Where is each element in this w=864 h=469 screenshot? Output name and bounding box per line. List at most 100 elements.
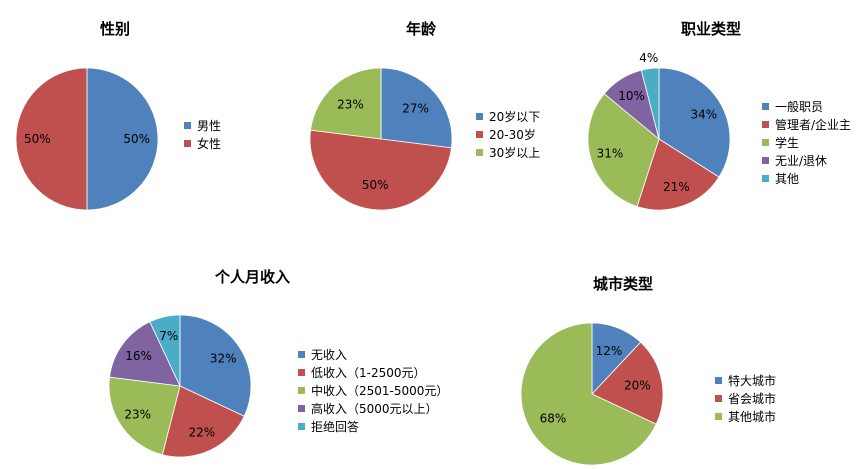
chart-title: 年龄	[406, 20, 437, 38]
legend-swatch	[476, 130, 483, 138]
legend-label: 中收入（2501-5000元）	[311, 383, 449, 398]
pie-data-label: 27%	[402, 102, 429, 116]
chart-title: 职业类型	[681, 20, 742, 38]
pie-data-label: 31%	[597, 146, 624, 160]
legend-label: 特大城市	[728, 373, 777, 388]
pie-data-label: 68%	[540, 412, 567, 426]
pie-data-label: 34%	[690, 107, 717, 121]
legend-swatch	[184, 121, 191, 129]
pie-data-label: 4%	[639, 51, 658, 65]
legend-swatch	[762, 174, 769, 182]
legend-label: 一般职员	[775, 99, 824, 114]
legend-item: 无收入	[298, 345, 448, 363]
pie-slice	[587, 93, 660, 208]
pie-data-label: 20%	[624, 378, 651, 392]
legend-swatch	[298, 422, 305, 430]
legend-swatch	[298, 368, 305, 376]
legend-gender: 男性 女性	[184, 116, 221, 152]
legend-item: 一般职员	[762, 97, 851, 115]
pie-data-label: 7%	[159, 329, 178, 343]
legend-swatch	[476, 112, 483, 120]
legend-label: 男性	[197, 118, 222, 133]
legend-item: 无业/退休	[762, 151, 851, 169]
legend-label: 30岁以上	[489, 145, 541, 160]
legend-occupation: 一般职员 管理者/企业主 学生 无业/退休 其他	[762, 97, 851, 187]
pie-slice	[658, 67, 731, 178]
legend-label: 高收入（5000元以上）	[311, 401, 438, 416]
legend-age: 20岁以下 20-30岁 30岁以上	[476, 107, 540, 161]
legend-label: 无收入	[311, 347, 348, 362]
legend-income: 无收入 低收入（1-2500元） 中收入（2501-5000元） 高收入（500…	[298, 345, 448, 435]
pie-slice	[109, 321, 181, 387]
legend-item: 拒绝回答	[298, 417, 448, 435]
legend-swatch	[298, 386, 305, 394]
legend-item: 管理者/企业主	[762, 115, 851, 133]
legend-swatch	[298, 404, 305, 412]
legend-label: 女性	[197, 136, 222, 151]
legend-swatch	[298, 350, 305, 358]
legend-item: 20岁以下	[476, 107, 540, 125]
legend-item: 中收入（2501-5000元）	[298, 381, 448, 399]
legend-swatch	[715, 376, 722, 384]
legend-swatch	[762, 120, 769, 128]
pie-slice	[636, 138, 720, 211]
legend-item: 30岁以上	[476, 143, 540, 161]
legend-label: 20岁以下	[489, 109, 541, 124]
legend-item: 男性	[184, 116, 221, 134]
legend-item: 其他	[762, 169, 851, 187]
legend-swatch	[762, 102, 769, 110]
legend-swatch	[184, 139, 191, 147]
pie-slice	[310, 67, 382, 140]
pie-data-label: 12%	[596, 344, 623, 358]
pie-data-label: 23%	[124, 408, 151, 422]
legend-item: 20-30岁	[476, 125, 540, 143]
legend-label: 低收入（1-2500元）	[311, 365, 426, 380]
legend-label: 管理者/企业主	[775, 117, 852, 132]
legend-item: 学生	[762, 133, 851, 151]
pie-data-label: 50%	[362, 178, 389, 192]
pie-slice	[86, 67, 159, 211]
pie-slice	[161, 385, 245, 458]
pie-data-label: 23%	[337, 97, 364, 111]
legend-swatch	[476, 148, 483, 156]
legend-item: 其他城市	[715, 407, 776, 425]
legend-item: 女性	[184, 134, 221, 152]
pie-slice	[520, 322, 657, 466]
pie-data-label: 21%	[663, 180, 690, 194]
legend-label: 省会城市	[728, 391, 777, 406]
legend-item: 高收入（5000元以上）	[298, 399, 448, 417]
legend-item: 低收入（1-2500元）	[298, 363, 448, 381]
legend-swatch	[715, 412, 722, 420]
pie-data-label: 22%	[188, 425, 215, 439]
pie-slice	[591, 341, 664, 425]
pie-data-label: 32%	[210, 352, 237, 366]
legend-swatch	[762, 138, 769, 146]
legend-city: 特大城市 省会城市 其他城市	[715, 371, 776, 425]
legend-label: 其他	[775, 171, 800, 186]
pie-data-label: 16%	[125, 349, 152, 363]
chart-title: 性别	[100, 20, 131, 38]
legend-swatch	[715, 394, 722, 402]
legend-label: 无业/退休	[775, 153, 828, 168]
legend-item: 省会城市	[715, 389, 776, 407]
legend-label: 学生	[775, 135, 800, 150]
legend-label: 其他城市	[728, 409, 777, 424]
legend-swatch	[762, 156, 769, 164]
pie-slice	[15, 67, 88, 211]
pie-slice	[380, 67, 453, 149]
pie-data-label: 50%	[24, 132, 51, 146]
legend-label: 拒绝回答	[311, 419, 360, 434]
chart-title: 个人月收入	[215, 268, 291, 286]
pie-slice	[309, 129, 452, 211]
pie-data-label: 50%	[123, 132, 150, 146]
legend-item: 特大城市	[715, 371, 776, 389]
pie-slice	[108, 376, 181, 456]
chart-title: 城市类型	[593, 275, 654, 293]
pie-data-label: 10%	[618, 89, 645, 103]
pie-slice	[179, 314, 252, 417]
